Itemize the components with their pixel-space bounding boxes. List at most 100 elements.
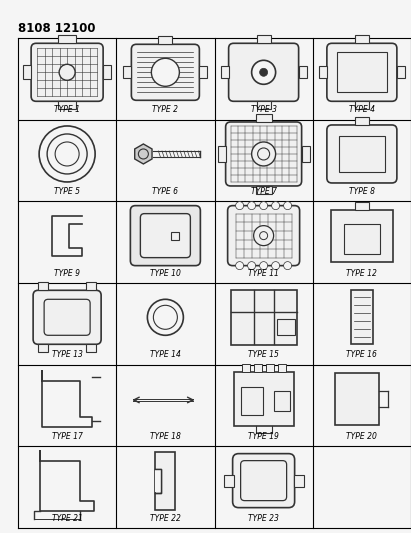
Bar: [240, 387, 263, 415]
Circle shape: [272, 262, 279, 270]
FancyBboxPatch shape: [130, 206, 201, 265]
Circle shape: [284, 262, 292, 270]
Bar: [221, 66, 229, 78]
Bar: [299, 66, 307, 78]
Bar: [123, 66, 132, 78]
FancyBboxPatch shape: [33, 290, 101, 344]
Circle shape: [345, 141, 351, 147]
Circle shape: [260, 201, 268, 209]
Bar: [155, 451, 175, 510]
Bar: [58, 35, 76, 43]
Bar: [355, 201, 369, 209]
Bar: [103, 66, 111, 79]
Bar: [266, 364, 274, 372]
Circle shape: [254, 225, 274, 246]
Bar: [231, 290, 297, 345]
FancyBboxPatch shape: [226, 122, 302, 186]
FancyBboxPatch shape: [327, 43, 397, 101]
Text: TYPE 13: TYPE 13: [52, 350, 83, 359]
Text: TYPE 14: TYPE 14: [150, 350, 181, 359]
Circle shape: [260, 262, 268, 270]
Bar: [256, 35, 270, 43]
Circle shape: [247, 262, 256, 270]
Text: TYPE 11: TYPE 11: [248, 269, 279, 278]
FancyBboxPatch shape: [132, 44, 199, 100]
Bar: [38, 344, 48, 352]
Bar: [155, 470, 162, 491]
Bar: [397, 66, 405, 78]
Circle shape: [260, 68, 268, 76]
Bar: [38, 282, 48, 290]
Bar: [171, 232, 179, 240]
Bar: [254, 364, 262, 372]
Text: TYPE 2: TYPE 2: [152, 106, 178, 115]
Circle shape: [284, 201, 292, 209]
Bar: [58, 101, 76, 109]
Bar: [242, 364, 249, 372]
Bar: [351, 290, 373, 344]
FancyBboxPatch shape: [240, 461, 286, 500]
Text: TYPE 16: TYPE 16: [346, 350, 377, 359]
Text: TYPE 22: TYPE 22: [150, 514, 181, 523]
Bar: [339, 136, 385, 172]
Circle shape: [252, 60, 276, 84]
Text: TYPE 6: TYPE 6: [152, 187, 178, 196]
Bar: [274, 391, 290, 411]
Bar: [319, 66, 327, 78]
Circle shape: [236, 201, 244, 209]
Circle shape: [272, 201, 279, 209]
FancyBboxPatch shape: [229, 43, 299, 101]
FancyBboxPatch shape: [141, 214, 190, 257]
Bar: [344, 224, 380, 254]
Circle shape: [373, 141, 379, 147]
Circle shape: [345, 161, 351, 167]
Bar: [355, 35, 369, 43]
Bar: [337, 52, 387, 92]
Bar: [335, 373, 379, 425]
Polygon shape: [135, 144, 152, 164]
Text: TYPE 12: TYPE 12: [346, 269, 377, 278]
Text: TYPE 15: TYPE 15: [248, 350, 279, 359]
Bar: [277, 364, 286, 372]
Bar: [256, 114, 272, 122]
Bar: [302, 146, 309, 162]
Circle shape: [260, 232, 268, 240]
Bar: [224, 474, 233, 487]
Bar: [277, 319, 295, 335]
Text: TYPE 23: TYPE 23: [248, 514, 279, 523]
Text: TYPE 18: TYPE 18: [150, 432, 181, 441]
Bar: [293, 474, 304, 487]
Text: TYPE 4: TYPE 4: [349, 106, 375, 115]
Circle shape: [247, 201, 256, 209]
Circle shape: [258, 148, 270, 160]
Text: TYPE 10: TYPE 10: [150, 269, 181, 278]
Bar: [23, 66, 31, 79]
Bar: [355, 117, 369, 125]
Bar: [86, 282, 96, 290]
Text: TYPE 3: TYPE 3: [251, 106, 277, 115]
Text: TYPE 1: TYPE 1: [54, 106, 80, 115]
Circle shape: [59, 64, 75, 80]
Circle shape: [373, 161, 379, 167]
Bar: [256, 101, 270, 109]
FancyBboxPatch shape: [31, 43, 103, 101]
Text: TYPE 21: TYPE 21: [52, 514, 83, 523]
FancyBboxPatch shape: [327, 125, 397, 183]
Text: TYPE 9: TYPE 9: [54, 269, 80, 278]
Bar: [199, 66, 208, 78]
Text: TYPE 5: TYPE 5: [54, 187, 80, 196]
Text: TYPE 7: TYPE 7: [251, 187, 277, 196]
Bar: [233, 372, 293, 426]
Circle shape: [252, 142, 276, 166]
Bar: [355, 101, 369, 109]
Text: TYPE 8: TYPE 8: [349, 187, 375, 196]
Text: TYPE 17: TYPE 17: [52, 432, 83, 441]
FancyBboxPatch shape: [233, 454, 295, 507]
Text: TYPE 19: TYPE 19: [248, 432, 279, 441]
FancyBboxPatch shape: [44, 300, 90, 335]
FancyBboxPatch shape: [228, 206, 300, 265]
Bar: [331, 209, 393, 262]
Bar: [256, 186, 272, 194]
Circle shape: [151, 58, 179, 86]
Bar: [158, 36, 172, 44]
